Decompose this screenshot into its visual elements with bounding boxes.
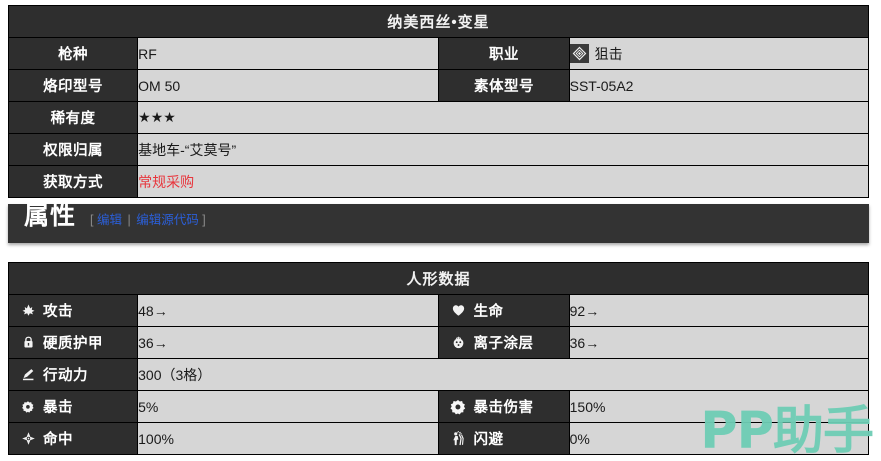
label-accuracy: 命中 xyxy=(7,422,139,455)
label-hard-armor: 硬质护甲 xyxy=(7,326,139,359)
label-hp: 生命 xyxy=(438,294,570,327)
label-gun-type: 枪种 xyxy=(7,37,139,70)
value-body-model: SST-05A2 xyxy=(568,69,870,102)
value-gun-type: RF xyxy=(137,37,440,70)
value-affiliation: 基地车-“艾莫号” xyxy=(137,133,869,166)
label-mobility: 行动力 xyxy=(7,358,139,391)
sniper-diamond-icon xyxy=(569,44,589,63)
label-crit-rate: 暴击 xyxy=(7,390,139,423)
ion-coating-icon xyxy=(450,335,466,351)
value-acquisition: 常规采购 xyxy=(137,165,869,198)
value-attack: 48→ xyxy=(137,294,440,327)
bracket-open: [ xyxy=(90,213,94,227)
table-row: 获取方式 常规采购 xyxy=(7,165,869,198)
label-body-model: 素体型号 xyxy=(438,69,570,102)
accuracy-icon xyxy=(20,431,36,447)
job-label: 狙击 xyxy=(594,45,623,62)
value-accuracy: 100% xyxy=(137,422,440,455)
stat-label-text: 行动力 xyxy=(43,368,88,384)
crit-damage-icon xyxy=(450,399,466,415)
table-row: 行动力 300（3格） xyxy=(7,358,869,391)
stat-label-text: 生命 xyxy=(473,304,504,320)
table-row: 暴击 5% 暴击伤害 150% xyxy=(7,390,870,423)
stat-label-text: 命中 xyxy=(43,432,73,448)
value-crit-rate: 5% xyxy=(137,390,440,423)
label-job: 职业 xyxy=(438,37,570,70)
label-ion-coating: 离子涂层 xyxy=(438,326,570,359)
bracket-close: ] xyxy=(202,213,206,227)
label-rarity: 稀有度 xyxy=(7,101,139,134)
heart-icon xyxy=(450,303,466,319)
stat-label-text: 闪避 xyxy=(473,432,504,448)
dodge-icon xyxy=(450,430,466,447)
table-row: 枪种 RF 职业 狙击 xyxy=(7,37,870,70)
value-rarity: ★★★ xyxy=(137,101,869,134)
attack-icon xyxy=(20,303,36,319)
armor-icon xyxy=(20,335,36,351)
label-dodge: 闪避 xyxy=(438,422,570,455)
label-crit-damage: 暴击伤害 xyxy=(438,390,570,423)
table-row: 权限归属 基地车-“艾莫号” xyxy=(7,133,869,166)
stat-label-text: 暴击 xyxy=(43,400,73,416)
value-job: 狙击 xyxy=(568,37,870,70)
stat-label-text: 暴击伤害 xyxy=(473,400,534,416)
boot-icon xyxy=(20,367,36,383)
table-row: 硬质护甲 36→ xyxy=(7,326,870,359)
link-separator: | xyxy=(127,213,131,227)
page-title: 属性 xyxy=(24,202,77,230)
table-row-title: 纳美西丝•变星 xyxy=(8,5,869,38)
stat-label-text: 攻击 xyxy=(43,304,73,320)
table-row: 稀有度 ★★★ xyxy=(7,101,869,134)
value-dodge: 0% xyxy=(568,422,870,455)
section-edit-links: [ 编辑 | 编辑源代码 ] xyxy=(90,209,206,228)
label-affiliation: 权限归属 xyxy=(7,133,139,166)
stats-title: 人形数据 xyxy=(8,262,869,295)
section-header-attributes: 属性 [ 编辑 | 编辑源代码 ] xyxy=(8,204,869,243)
table-row-title: 人形数据 xyxy=(8,262,869,295)
value-hp: 92→ xyxy=(568,294,870,327)
stat-label-text: 硬质护甲 xyxy=(43,336,103,352)
edit-link[interactable]: 编辑 xyxy=(96,213,122,227)
crit-icon xyxy=(20,399,36,415)
character-name-title: 纳美西丝•变星 xyxy=(8,5,869,38)
value-ion-coating: 36→ xyxy=(568,326,870,359)
value-brand-model: OM 50 xyxy=(137,69,440,102)
value-crit-damage: 150% xyxy=(568,390,870,423)
table-row: 攻击 48→ 生命 92→ xyxy=(7,294,870,327)
character-info-table: 纳美西丝•变星 枪种 RF 职业 狙击 xyxy=(7,5,870,198)
label-attack: 攻击 xyxy=(7,294,139,327)
label-brand-model: 烙印型号 xyxy=(7,69,139,102)
table-row: 命中 100% xyxy=(7,422,870,455)
humanoid-stats-table: 人形数据 攻击 48→ xyxy=(7,262,870,455)
edit-source-link[interactable]: 编辑源代码 xyxy=(136,213,199,227)
table-row: 烙印型号 OM 50 素体型号 SST-05A2 xyxy=(7,69,870,102)
stat-label-text: 离子涂层 xyxy=(473,336,534,352)
value-hard-armor: 36→ xyxy=(137,326,440,359)
value-mobility: 300（3格） xyxy=(137,358,869,391)
label-acquisition: 获取方式 xyxy=(7,165,139,198)
